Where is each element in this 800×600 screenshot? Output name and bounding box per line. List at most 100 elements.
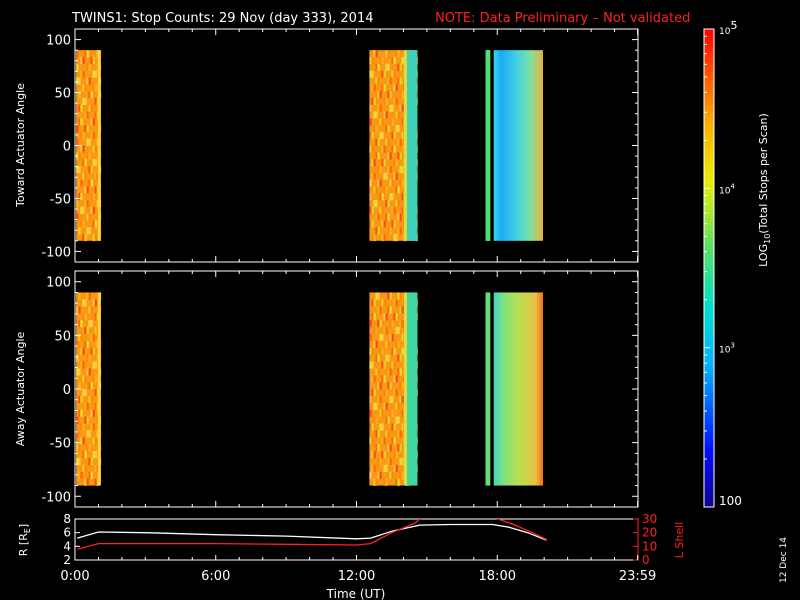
heatmap-cell	[369, 437, 372, 445]
ytick-label: 0	[63, 140, 71, 155]
ytick-right-label: 20	[642, 526, 657, 540]
heatmap-cell	[76, 292, 79, 300]
heatmap-cell	[383, 313, 386, 321]
heatmap-cell	[92, 299, 95, 307]
heatmap-cell	[369, 56, 372, 65]
ytick-left-label: 2	[63, 553, 71, 567]
heatmap-cell	[393, 220, 396, 228]
heatmap-cell	[371, 313, 374, 321]
heatmap-cell	[84, 97, 87, 105]
heatmap-cell	[369, 409, 372, 417]
heatmap-cell	[399, 138, 402, 146]
heatmap-cell	[387, 306, 390, 314]
heatmap-cell	[88, 395, 91, 404]
heatmap-cell	[395, 375, 398, 383]
heatmap-cell	[76, 138, 79, 146]
heatmap-cell	[395, 84, 398, 92]
heatmap-cell	[88, 152, 91, 160]
heatmap-cell	[76, 125, 79, 133]
heatmap-cell	[397, 152, 400, 160]
heatmap-cell	[381, 206, 384, 214]
heatmap-cell	[385, 430, 388, 438]
heatmap-cell	[379, 333, 382, 342]
heatmap-cell	[397, 354, 400, 362]
heatmap-cell	[391, 118, 394, 126]
heatmap-cell	[389, 77, 392, 85]
heatmap-cell	[387, 457, 390, 466]
heatmap-cell	[76, 306, 79, 314]
colorbar-tick-label: 105	[719, 19, 737, 37]
heatmap-cell	[379, 165, 382, 174]
heatmap-cell	[383, 220, 386, 228]
heatmap-cell	[92, 145, 95, 153]
heatmap-cell	[78, 292, 81, 300]
heatmap-cell	[94, 172, 97, 180]
heatmap-cell	[375, 444, 378, 452]
heatmap-cell	[401, 91, 404, 99]
heatmap-block-thin	[485, 292, 491, 486]
heatmap-cell	[94, 402, 97, 410]
heatmap-cell	[371, 347, 374, 355]
heatmap-cell	[385, 326, 388, 335]
heatmap-cell	[383, 186, 386, 194]
heatmap-cell	[88, 444, 91, 452]
heatmap-cell	[391, 145, 394, 153]
heatmap-cell	[393, 145, 396, 153]
heatmap-cell	[80, 395, 83, 404]
heatmap-cell	[377, 292, 380, 300]
ephemeris-lines	[77, 519, 547, 550]
heatmap-cell	[393, 84, 396, 92]
heatmap-cell	[76, 50, 79, 58]
heatmap-cell	[76, 430, 79, 438]
heatmap-cell	[92, 333, 95, 342]
heatmap-cell	[373, 464, 376, 473]
heatmap-cell	[76, 382, 79, 390]
heatmap-cell	[90, 471, 93, 479]
heatmap-cell	[399, 382, 402, 390]
heatmap-cell	[86, 125, 89, 133]
heatmap-cell	[86, 444, 89, 452]
heatmap-cell	[80, 333, 83, 342]
heatmap-cell	[371, 361, 374, 369]
heatmap-cell	[78, 457, 81, 466]
heatmap-cell	[393, 423, 396, 431]
heatmap-cell	[381, 220, 384, 228]
heatmap-cell	[385, 213, 388, 221]
heatmap-cell	[375, 326, 378, 335]
heatmap-cell	[377, 138, 380, 146]
heatmap-cell	[383, 84, 386, 92]
heatmap-cell	[80, 361, 83, 369]
heatmap-cell	[80, 347, 83, 355]
heatmap-cell	[389, 444, 392, 452]
heatmap-block	[493, 50, 543, 241]
heatmap-cell	[76, 340, 79, 348]
heatmap-cell	[393, 313, 396, 321]
heatmap-cell	[397, 368, 400, 376]
heatmap-cell	[393, 206, 396, 214]
panel-away-axes: -100 -50 0 50 100	[41, 271, 639, 507]
heatmap-cell	[78, 193, 81, 201]
heatmap-cell	[381, 159, 384, 167]
heatmap-cell	[86, 138, 89, 146]
heatmap-cell	[84, 234, 87, 242]
panel-toward-ylabel: Toward Actuator Angle	[14, 83, 27, 208]
heatmap-cell	[391, 104, 394, 112]
heatmap-cell	[90, 193, 93, 201]
heatmap-cell	[399, 320, 402, 328]
heatmap-cell	[397, 444, 400, 452]
heatmap-cell	[88, 63, 91, 71]
heatmap-cell	[80, 56, 83, 65]
heatmap-cell	[94, 437, 97, 445]
heatmap-cell	[84, 326, 87, 335]
panel-toward-axes: -100 -50 0 50 100	[41, 29, 639, 262]
heatmap-cell	[399, 104, 402, 112]
heatmap-cell	[391, 471, 394, 479]
heatmap-cell	[377, 382, 380, 390]
heatmap-cell	[379, 56, 382, 65]
heatmap-cell	[82, 313, 85, 321]
heatmap-cell	[393, 389, 396, 397]
panel-away: -100 -50 0 50 100 Away Actuator Angle	[14, 270, 639, 508]
heatmap-cell	[92, 361, 95, 369]
heatmap-cell	[373, 186, 376, 194]
heatmap-cell	[86, 227, 89, 235]
